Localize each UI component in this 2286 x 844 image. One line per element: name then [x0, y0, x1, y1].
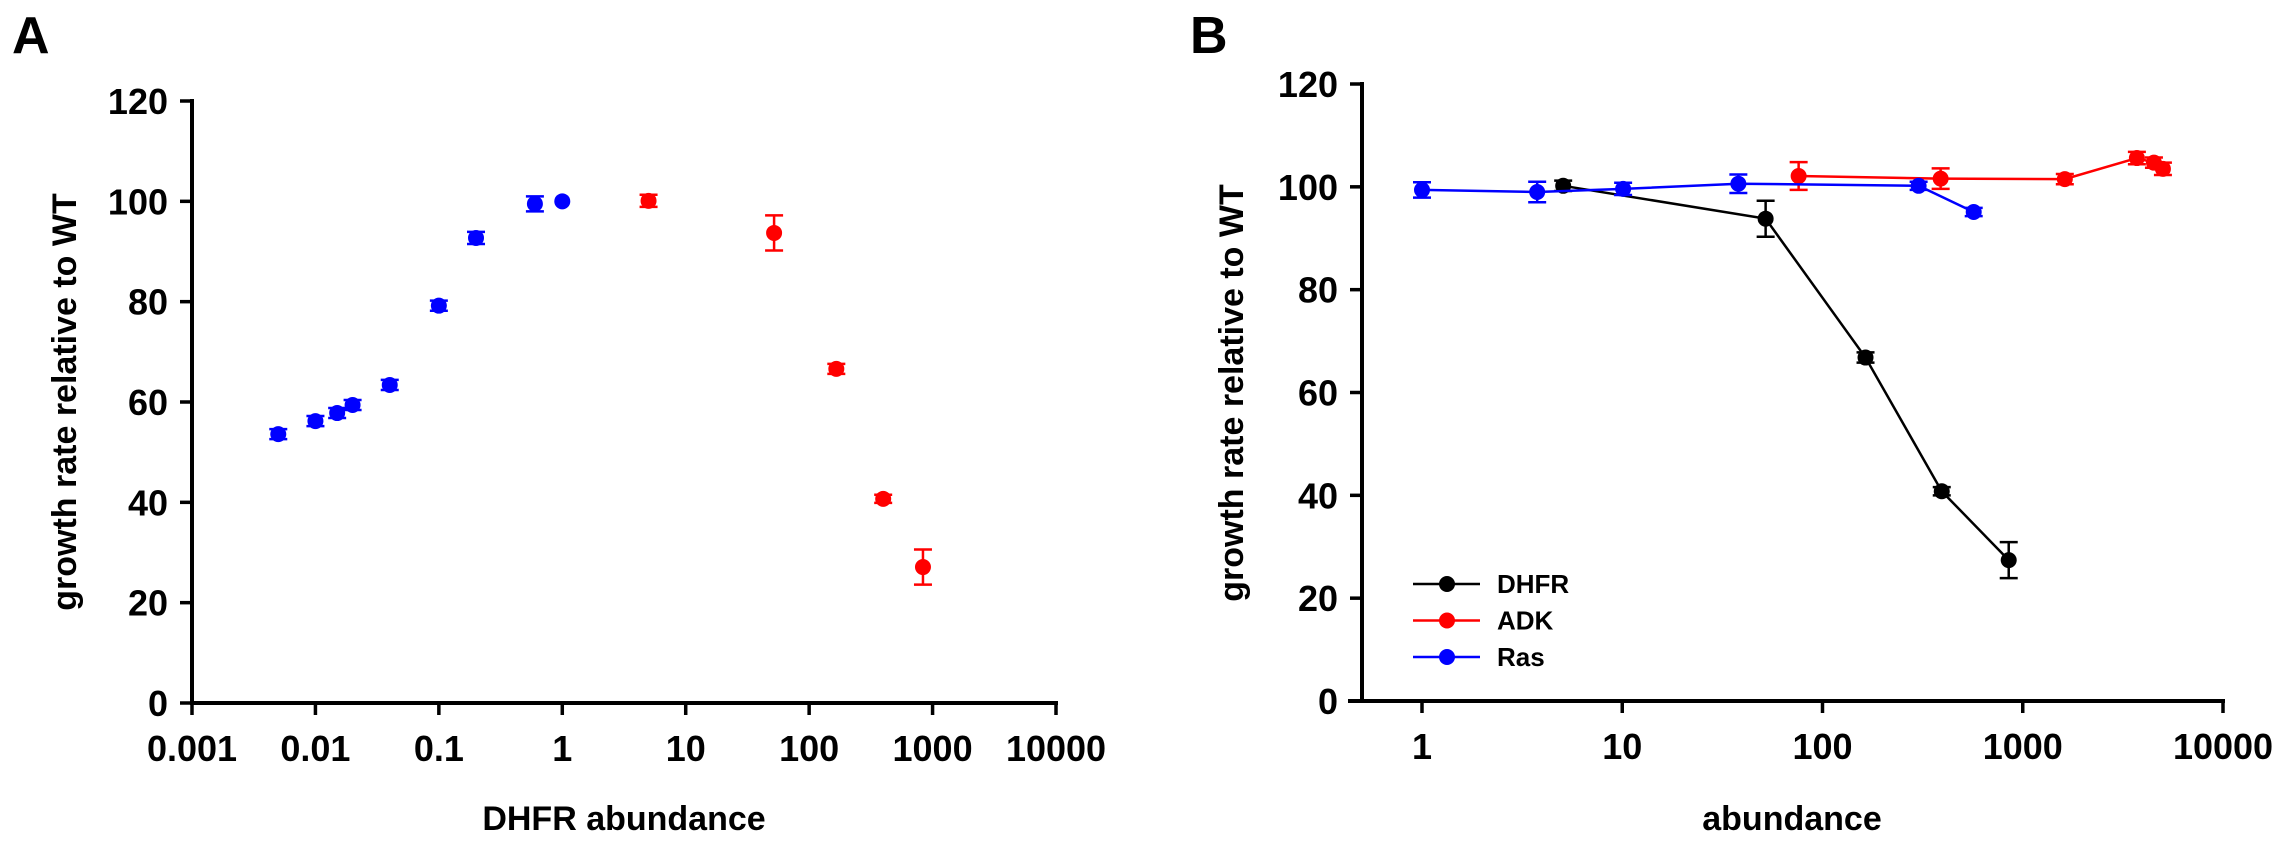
panel-b-y-axis-title: growth rate relative to WT [1213, 184, 1251, 602]
panel-b-series-ras-point [1615, 180, 1632, 197]
panel-b-y-tick-label: 100 [1278, 167, 1338, 208]
panel-a-x-tick-label: 0.001 [147, 728, 237, 769]
panel-a-x-tick-label: 1000 [893, 728, 973, 769]
legend-item-adk-marker [1439, 612, 1455, 629]
panel-label-a: A [12, 7, 50, 65]
panel-b-x-tick-label: 10 [1602, 726, 1642, 767]
panel-a-series-above-wt-red-point [828, 360, 845, 377]
panel-b-series-adk-point [2154, 160, 2171, 177]
panel-a-series-below-wt-blue-point [430, 297, 447, 314]
legend-item-dhfr-marker [1439, 576, 1455, 592]
panel-b-chart: abundance growth rate relative to WT DHF… [1213, 64, 2273, 838]
panel-label-b: B [1190, 7, 1228, 65]
panel-b-series-adk-point [1790, 168, 1807, 185]
panel-a-x-tick-label: 100 [779, 728, 839, 769]
panel-a-y-tick-label: 120 [108, 81, 168, 122]
panel-b-x-tick-label: 1 [1412, 726, 1432, 767]
panel-b-y-tick-label: 120 [1278, 64, 1338, 105]
panel-b-series-adk-point [1932, 170, 1949, 187]
panel-b-series-ras-point [1730, 175, 1747, 192]
panel-a-chart: DHFR abundance growth rate relative to W… [46, 81, 1106, 838]
panel-b-x-axis-title: abundance [1702, 800, 1881, 838]
panel-b-series-ras-point [1529, 183, 1546, 200]
panel-a-series-below-wt-blue-point [554, 193, 571, 210]
panel-a-y-tick-label: 60 [128, 382, 168, 423]
panel-b-y-tick-label: 60 [1298, 373, 1338, 414]
panel-a-y-tick-label: 0 [148, 683, 168, 724]
panel-a-x-tick-label: 0.01 [280, 728, 350, 769]
panel-a-series-above-wt-red-point [875, 490, 892, 507]
panel-a-y-tick-label: 80 [128, 282, 168, 323]
panel-b-x-tick-label: 10000 [2173, 726, 2273, 767]
panel-a-series-below-wt-blue-point [307, 413, 324, 430]
legend-item-ras-label: Ras [1497, 642, 1545, 672]
panel-a-y-tick-label: 100 [108, 181, 168, 222]
panel-b-series-ras-line [1421, 182, 1975, 214]
panel-b-y-tick-label: 0 [1318, 681, 1338, 722]
panel-a-x-tick-label: 10 [666, 728, 706, 769]
panel-a-x-tick-label: 10000 [1006, 728, 1106, 769]
panel-b-series-dhfr-point [1857, 349, 1874, 366]
panel-a-y-axis-title: growth rate relative to WT [46, 193, 84, 611]
legend-item-dhfr-label: DHFR [1497, 569, 1569, 599]
panel-b-legend: DHFR ADK Ras [1413, 569, 1569, 672]
panel-a-x-axis-title: DHFR abundance [482, 800, 765, 838]
panel-a-series-below-wt-blue-point [270, 426, 287, 443]
panel-a-x-tick-label: 1 [552, 728, 572, 769]
panel-a-x-tick-label: 0.1 [414, 728, 464, 769]
panel-b-series-adk-point [2128, 150, 2145, 167]
panel-b-series-ras-point [1910, 177, 1927, 194]
legend-item-adk-label: ADK [1497, 606, 1554, 636]
panel-b-series-ras-point [1414, 181, 1430, 198]
panel-b-series-dhfr-line [1562, 184, 2010, 561]
panel-b-series-adk-line [1798, 156, 2164, 181]
panel-b-y-tick-label: 80 [1298, 270, 1338, 311]
panel-b-x-tick-label: 100 [1792, 726, 1852, 767]
panel-a-series-above-wt-red-point [766, 224, 783, 241]
panel-b-series-ras-point [1965, 204, 1982, 221]
panel-b-x-tick-label: 1000 [1983, 726, 2063, 767]
panel-b-series-dhfr-point [1933, 483, 1950, 500]
panel-b-series-adk-point [2056, 171, 2073, 188]
panel-a-series-above-wt-red-point [914, 559, 931, 576]
panel-a-series-below-wt-blue-point [468, 229, 485, 246]
panel-a-series-below-wt-blue-point [526, 195, 543, 212]
legend-item-ras-marker [1439, 649, 1455, 665]
panel-a-series-below-wt-blue-point [329, 405, 346, 422]
panel-b-series-dhfr-point [2000, 552, 2017, 569]
panel-a-series-below-wt-blue-point [381, 376, 398, 393]
panel-a-y-tick-label: 20 [128, 583, 168, 624]
panel-a-series-above-wt-red-point [640, 192, 657, 209]
panel-a-series-below-wt-blue-point [344, 397, 361, 414]
panel-b-y-tick-label: 40 [1298, 475, 1338, 516]
panel-a-y-tick-label: 40 [128, 482, 168, 523]
panel-b-series-dhfr-point [1757, 210, 1774, 227]
panel-b-y-tick-label: 20 [1298, 578, 1338, 619]
